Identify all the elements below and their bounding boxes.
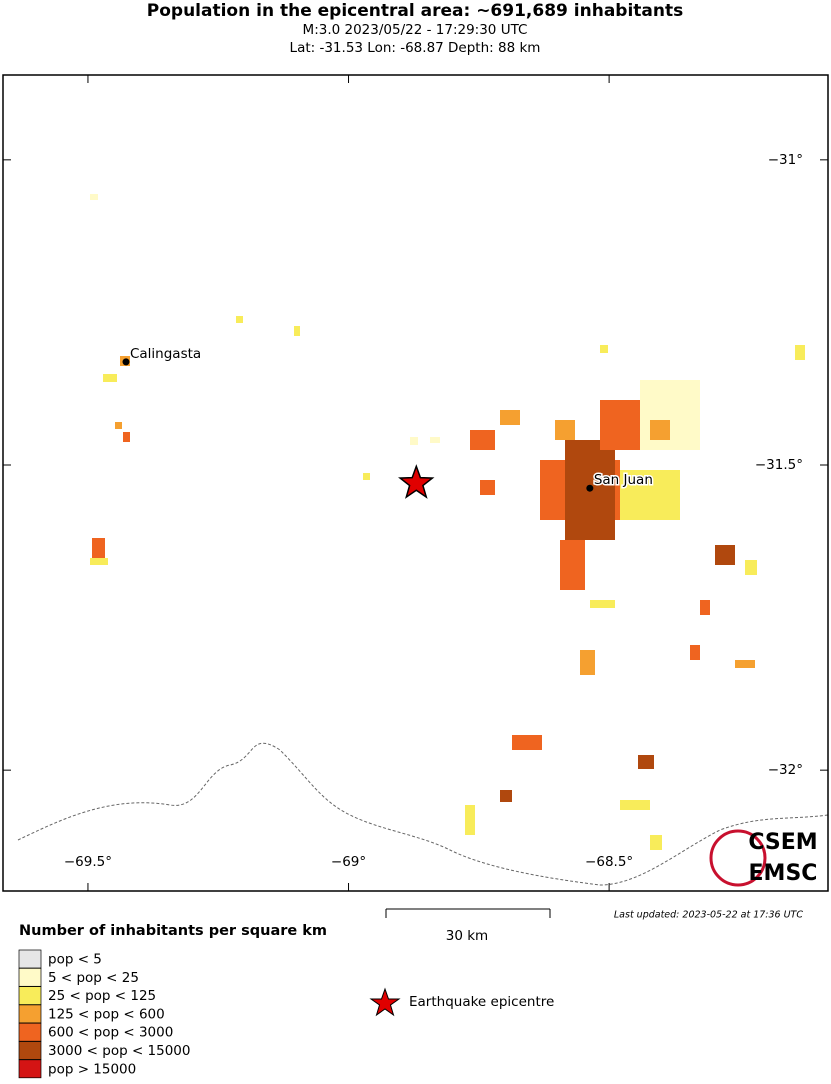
- logo-text: CSEM: [748, 830, 817, 855]
- subtitle: Lat: -31.53 Lon: -68.87 Depth: 88 km: [290, 40, 541, 56]
- legend-swatch: [18, 1059, 42, 1079]
- logo-text: EMSC: [749, 861, 818, 886]
- legend-star: [369, 987, 401, 1017]
- place-name: Calingasta: [130, 346, 201, 362]
- border-line: [17, 742, 829, 886]
- legend-swatch: [18, 949, 42, 969]
- legend-label: pop > 15000: [48, 1061, 136, 1077]
- subtitle: M:3.0 2023/05/22 - 17:29:30 UTC: [303, 22, 528, 38]
- legend-label: pop < 5: [48, 952, 102, 968]
- logo: CSEM EMSC: [709, 829, 818, 887]
- legend-swatch: [18, 1041, 42, 1060]
- legend-label: 5 < pop < 25: [48, 970, 139, 986]
- legend-title: Number of inhabitants per square km: [19, 923, 327, 939]
- lon-label: −68.5°: [585, 854, 633, 870]
- legend-label: 125 < pop < 600: [48, 1006, 165, 1022]
- population-raster: [90, 194, 805, 850]
- epicenter: [398, 464, 435, 499]
- lat-label: −31°: [768, 152, 803, 168]
- legend-swatch: [18, 967, 42, 987]
- legend-swatch: [18, 1004, 42, 1024]
- place-name: San Juan: [594, 472, 653, 488]
- title: Population in the epicentral area: ~691,…: [147, 1, 683, 21]
- legend-label: Earthquake epicentre: [409, 994, 554, 1010]
- map-frame: [2, 74, 829, 892]
- lat-label: −32°: [768, 762, 803, 778]
- scale-label: 30 km: [446, 928, 488, 944]
- legend-label: 600 < pop < 3000: [48, 1025, 173, 1041]
- legend-label: 3000 < pop < 15000: [48, 1043, 191, 1059]
- legend-label: 25 < pop < 125: [48, 988, 156, 1004]
- place-dot: [586, 484, 594, 492]
- updated: Last updated: 2023-05-22 at 17:36 UTC: [614, 910, 803, 921]
- place-dot: [122, 358, 130, 366]
- legend-swatch: [18, 1022, 42, 1042]
- lon-label: −69.5°: [64, 854, 112, 870]
- lon-label: −69°: [331, 854, 366, 870]
- lat-label: −31.5°: [755, 457, 803, 473]
- legend-swatch: [18, 986, 42, 1005]
